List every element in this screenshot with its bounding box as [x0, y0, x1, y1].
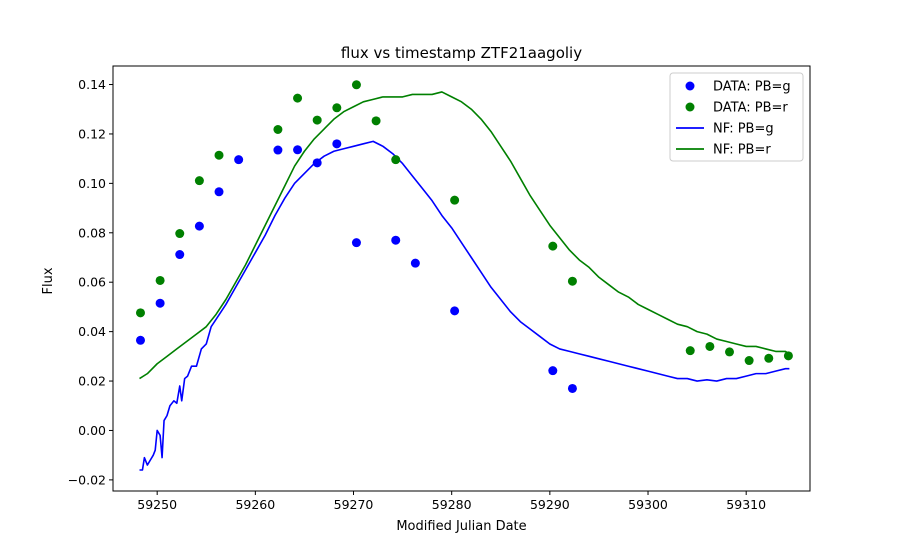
- data-point: [725, 347, 734, 357]
- legend-label: DATA: PB=g: [713, 80, 791, 95]
- x-axis-label: Modified Julian Date: [396, 519, 526, 534]
- x-axis: 59250 59260 59270 59280 59290 59300 59310: [137, 491, 766, 512]
- data-point: [332, 103, 342, 113]
- data-point: [705, 341, 715, 351]
- series-line-2: [139, 140, 790, 471]
- data-point: [567, 383, 577, 393]
- y-axis: −0.02 0.00 0.02 0.04 0.06 0.08 0.10 0.12 0.14: [68, 77, 113, 487]
- data-point: [351, 80, 361, 90]
- data-point: [214, 187, 224, 197]
- legend-box: [669, 72, 804, 162]
- x-tick-label: 59250: [137, 497, 177, 512]
- data-point: [273, 125, 283, 134]
- y-tick-label: 0.12: [78, 126, 106, 141]
- data-point: [273, 145, 283, 155]
- data-point: [312, 115, 322, 125]
- data-point: [194, 221, 204, 231]
- data-point: [194, 176, 204, 186]
- data-point: [175, 250, 185, 260]
- data-point: [214, 150, 224, 160]
- data-point: [410, 258, 420, 268]
- x-tick-label: 59260: [235, 497, 275, 512]
- legend-label: NF: PB=g: [713, 122, 774, 137]
- x-tick-label: 59290: [530, 497, 570, 512]
- y-axis-label: Flux: [41, 267, 56, 294]
- x-tick-label: 59300: [628, 497, 668, 512]
- legend-label: DATA: PB=r: [713, 101, 788, 116]
- plot-area: [112, 65, 811, 492]
- y-tick-label: 0.04: [78, 324, 106, 339]
- data-point: [135, 308, 145, 318]
- legend-label: NF: PB=r: [713, 143, 771, 158]
- y-tick-label: −0.02: [68, 472, 106, 487]
- data-point: [548, 366, 558, 376]
- data-point: [234, 155, 244, 165]
- data-point: [293, 145, 303, 155]
- data-point: [391, 155, 401, 165]
- y-tick-label: 0.02: [78, 374, 106, 389]
- data-point: [175, 229, 185, 239]
- data-point: [450, 306, 460, 316]
- x-tick-label: 59270: [334, 497, 374, 512]
- series-line-3: [139, 91, 790, 380]
- data-point: [155, 298, 165, 308]
- data-point: [351, 238, 361, 248]
- y-tick-label: 0.06: [78, 275, 106, 290]
- data-point: [764, 353, 774, 363]
- data-point: [548, 241, 558, 251]
- x-tick-label: 59280: [432, 497, 472, 512]
- plot-frame: [112, 65, 811, 492]
- y-tick-label: 0.10: [78, 176, 106, 191]
- y-tick-label: 0.00: [78, 423, 106, 438]
- chart-title: flux vs timestamp ZTF21aagoliy: [341, 44, 582, 62]
- y-tick-label: 0.14: [78, 77, 106, 92]
- y-tick-label: 0.08: [78, 225, 106, 240]
- data-point: [293, 93, 303, 103]
- data-point: [744, 356, 754, 366]
- legend-marker: [685, 81, 695, 91]
- data-point: [783, 351, 793, 361]
- data-point: [567, 276, 577, 286]
- legend: DATA: PB=g DATA: PB=r NF: PB=g NF: PB=r: [669, 72, 804, 162]
- data-point: [450, 195, 460, 205]
- data-point: [332, 139, 342, 149]
- data-point: [371, 116, 381, 126]
- x-tick-label: 59310: [726, 497, 766, 512]
- data-point: [312, 158, 322, 168]
- data-point: [685, 346, 695, 356]
- data-point: [135, 335, 145, 345]
- data-point: [391, 235, 401, 245]
- data-point: [155, 275, 165, 285]
- legend-marker: [685, 102, 695, 112]
